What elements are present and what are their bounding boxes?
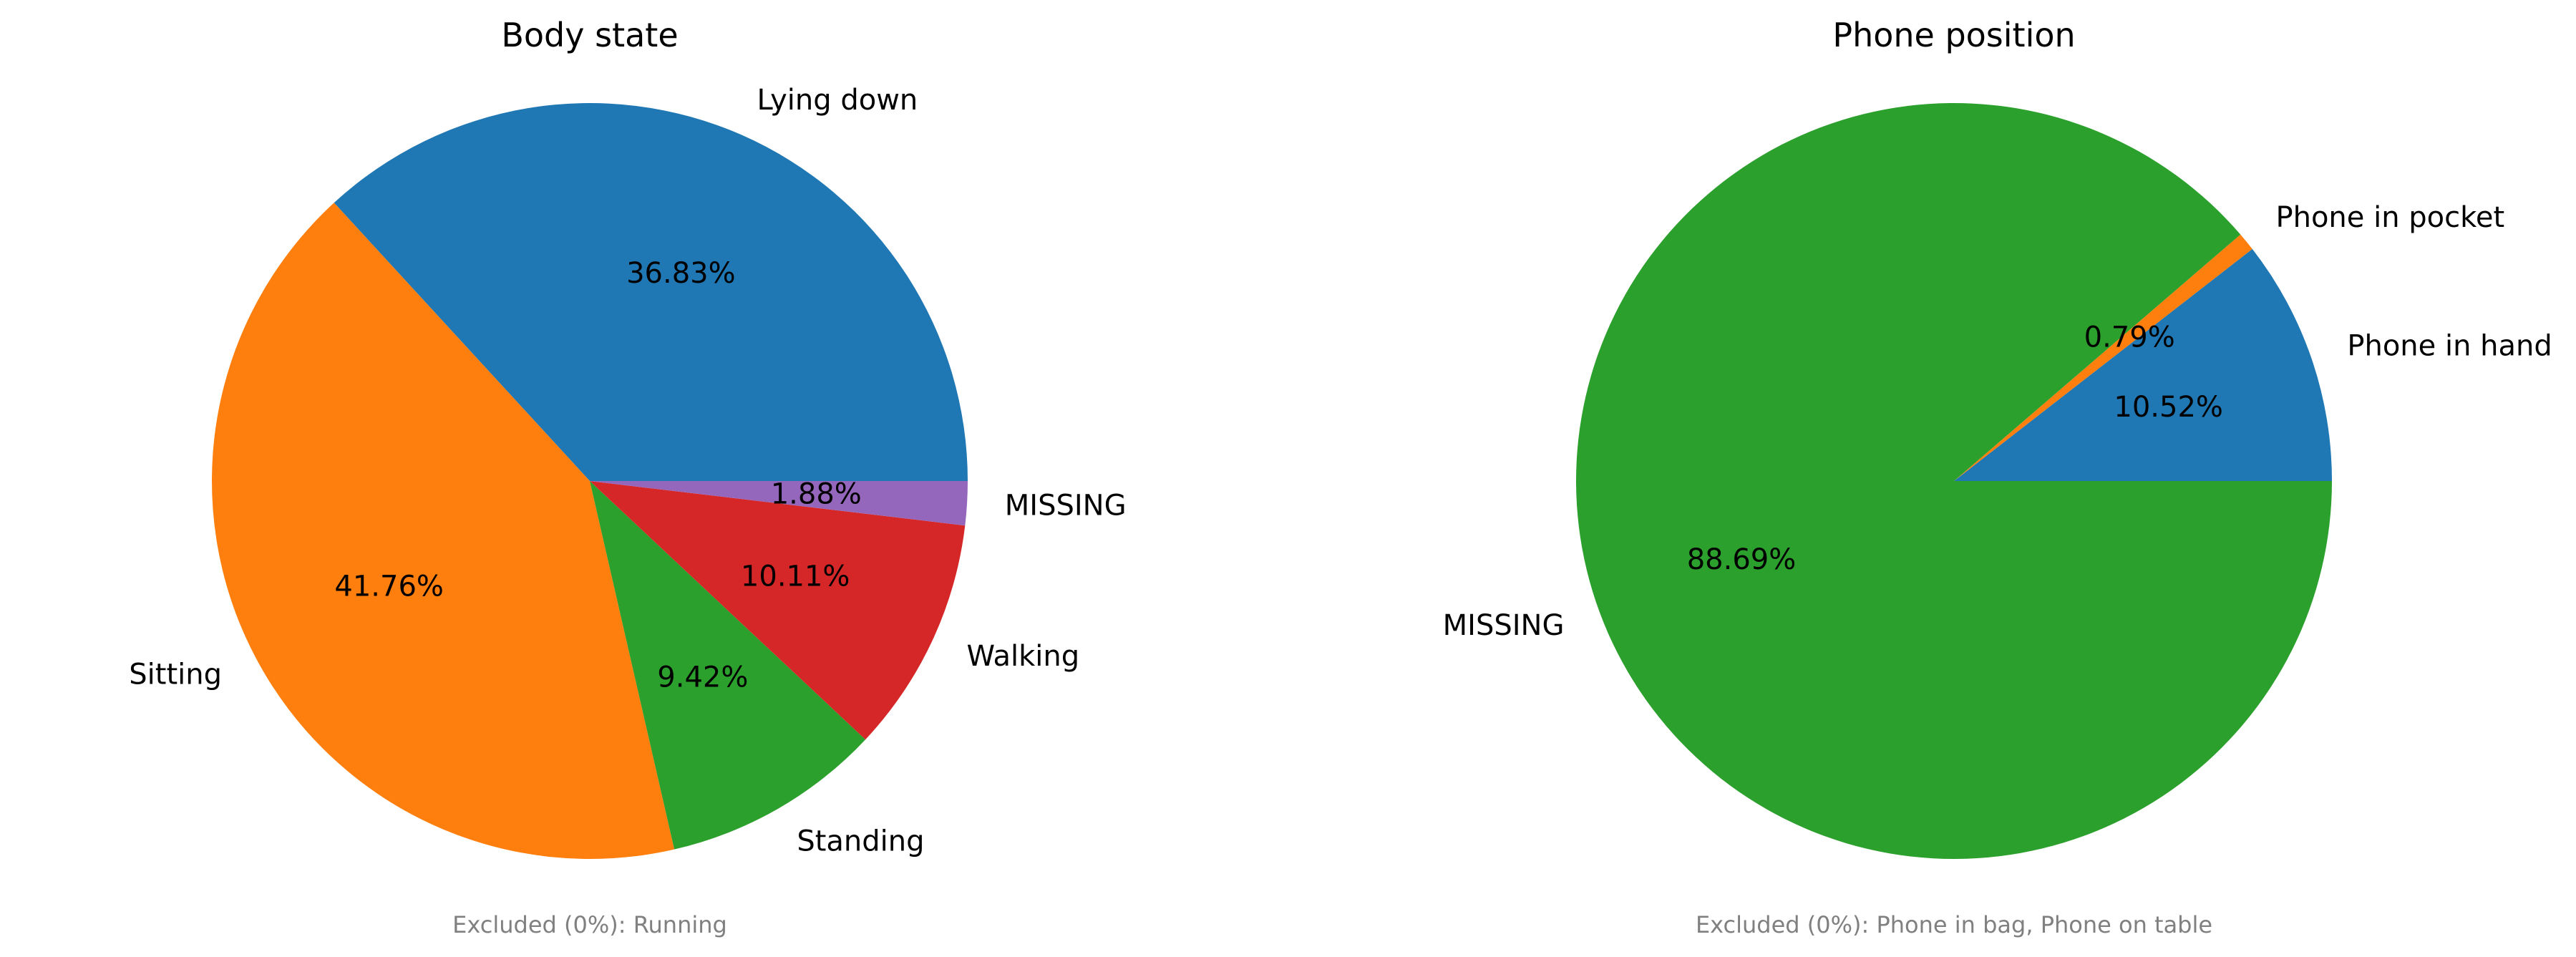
percent-label: 0.79% bbox=[2084, 321, 2175, 354]
category-label-phone-in-hand: Phone in hand bbox=[2347, 330, 2552, 363]
category-label-phone-in-pocket: Phone in pocket bbox=[2275, 201, 2504, 234]
percent-label: 1.88% bbox=[771, 478, 862, 511]
pie-slice-missing bbox=[590, 481, 968, 526]
percent-label: 9.42% bbox=[657, 661, 748, 694]
chart-title: Phone position bbox=[1832, 16, 2075, 54]
percent-label: 88.69% bbox=[1687, 543, 1797, 576]
percent-label: 36.83% bbox=[626, 257, 736, 290]
pie-slice-standing bbox=[590, 481, 866, 850]
pie-slice-phone-in-hand bbox=[1954, 248, 2332, 481]
percent-label: 41.76% bbox=[334, 570, 444, 603]
pie-slice-lying-down bbox=[334, 102, 968, 481]
pie-slices bbox=[1576, 103, 2332, 860]
category-label-standing: Standing bbox=[797, 825, 924, 858]
pie-labels: 36.83% Lying down 41.76% Sitting 9.42% Standi… bbox=[129, 84, 1126, 858]
category-label-lying-down: Lying down bbox=[757, 84, 918, 117]
pie-slice-missing bbox=[1576, 103, 2332, 860]
chart-title: Body state bbox=[501, 16, 678, 54]
pie-slice-sitting bbox=[212, 203, 675, 860]
category-label-missing: MISSING bbox=[1443, 609, 1565, 642]
category-label-missing: MISSING bbox=[1005, 489, 1127, 522]
pie-labels: 10.52% Phone in hand 0.79% Phone in pocket 8… bbox=[1443, 201, 2552, 642]
excluded-note: Excluded (0%): Running bbox=[452, 911, 727, 938]
pie-slice-phone-in-pocket bbox=[1954, 234, 2252, 481]
pie-chart-phone-position: Phone position 10.52% Phone in hand 0.79% P… bbox=[1443, 16, 2552, 938]
percent-label: 10.11% bbox=[741, 560, 850, 593]
percent-label: 10.52% bbox=[2114, 391, 2223, 424]
category-label-sitting: Sitting bbox=[129, 658, 222, 691]
pie-slices bbox=[212, 102, 968, 860]
pie-chart-body-state: Body state 36.83% Lying down 41.76% Sitting… bbox=[129, 16, 1126, 938]
excluded-note: Excluded (0%): Phone in bag, Phone on ta… bbox=[1696, 911, 2212, 938]
pie-slice-walking bbox=[590, 481, 966, 740]
category-label-walking: Walking bbox=[967, 640, 1080, 673]
